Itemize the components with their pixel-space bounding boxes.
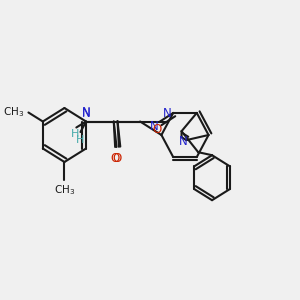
Text: O: O [152, 123, 161, 136]
Text: N: N [82, 106, 90, 118]
Text: O: O [110, 152, 120, 164]
Text: N: N [82, 107, 91, 120]
Text: CH$_3$: CH$_3$ [3, 106, 24, 119]
Text: O: O [112, 152, 121, 164]
Text: H: H [71, 129, 79, 139]
Text: CH$_3$: CH$_3$ [54, 183, 75, 197]
Text: N: N [150, 120, 159, 133]
Text: H: H [76, 135, 85, 145]
Text: N: N [178, 135, 187, 148]
Text: N: N [163, 107, 172, 120]
